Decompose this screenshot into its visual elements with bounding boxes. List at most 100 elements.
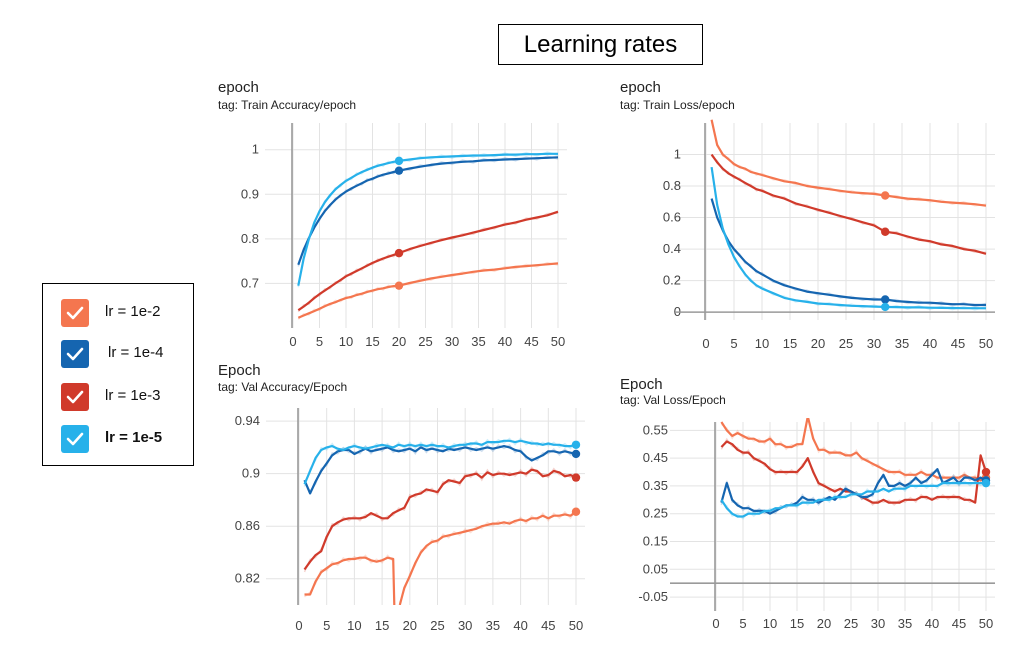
y-tick-label: 0.35: [643, 478, 668, 493]
series-raw-line: [710, 199, 987, 308]
series-marker: [571, 473, 581, 482]
x-tick-label: 5: [323, 618, 330, 633]
x-tick-label: 35: [898, 616, 912, 631]
series-line: [710, 119, 987, 207]
x-tick-label: 45: [952, 616, 966, 631]
y-tick-label: 0.25: [643, 506, 668, 521]
legend-label: lr = 1e-4: [108, 344, 164, 361]
legend: lr = 1e-2 lr = 1e-4 lr = 1e-3 lr = 1e-5: [42, 283, 194, 466]
series-marker: [394, 166, 404, 175]
chart-train-accuracy: epoch tag: Train Accuracy/epoch 0 5 10 15 20 25…: [210, 78, 600, 358]
x-tick-label: 40: [498, 334, 512, 349]
x-tick-label: 0: [295, 618, 302, 633]
y-tick-label: 0.05: [643, 561, 668, 576]
chart-title: Epoch: [218, 362, 261, 379]
chart-subtitle: tag: Val Loss/Epoch: [620, 393, 726, 407]
y-tick-label: 0.6: [663, 210, 681, 225]
x-tick-label: 45: [524, 334, 538, 349]
series-line: [710, 198, 986, 307]
chart-title: epoch: [218, 79, 259, 96]
x-tick-label: 30: [867, 336, 881, 351]
legend-item-lr-1e-3[interactable]: lr = 1e-3: [43, 380, 193, 414]
series-line: [297, 156, 559, 266]
chart-title: epoch: [620, 79, 661, 96]
x-tick-label: 45: [951, 336, 965, 351]
x-tick-label: 25: [418, 334, 432, 349]
y-tick-label: -0.05: [638, 589, 668, 604]
series-line: [303, 439, 577, 485]
x-tick-label: 50: [979, 336, 993, 351]
checkbox[interactable]: [61, 340, 89, 368]
x-tick-label: 10: [755, 336, 769, 351]
x-tick-label: 20: [817, 616, 831, 631]
y-tick-label: 0.82: [235, 571, 260, 586]
series-marker: [394, 156, 404, 166]
series-raw-line: [303, 443, 577, 493]
series-line: [303, 445, 577, 495]
chart-subtitle: tag: Train Loss/epoch: [620, 98, 735, 112]
series-marker: [881, 295, 890, 304]
y-tick-label: 0.15: [643, 534, 668, 549]
series-raw-line: [711, 155, 986, 253]
series-line: [303, 468, 577, 571]
y-tick-label: 0.2: [663, 273, 681, 288]
series-line: [304, 510, 577, 605]
series-marker: [881, 227, 890, 236]
series-raw-line: [720, 418, 987, 484]
x-tick-label: 0: [712, 616, 719, 631]
x-tick-label: 10: [339, 334, 353, 349]
legend-label: lr = 1e-3: [105, 387, 161, 404]
series-marker: [394, 248, 404, 258]
y-tick-label: 1: [252, 142, 259, 157]
series-line: [710, 166, 987, 310]
x-tick-label: 10: [763, 616, 777, 631]
x-tick-label: 35: [471, 334, 485, 349]
x-tick-label: 15: [783, 336, 797, 351]
checkbox[interactable]: [61, 299, 89, 327]
series-marker: [981, 467, 991, 477]
y-tick-label: 0.8: [663, 178, 681, 193]
x-tick-label: 40: [923, 336, 937, 351]
series-raw-line: [710, 168, 987, 311]
page-title: Learning rates: [498, 24, 703, 65]
series-marker: [394, 281, 404, 290]
series-raw-line: [297, 155, 559, 267]
x-tick-label: 5: [730, 336, 737, 351]
series-line: [297, 262, 559, 319]
x-tick-label: 0: [702, 336, 709, 351]
x-tick-label: 40: [925, 616, 939, 631]
x-tick-label: 15: [375, 618, 389, 633]
series-marker: [881, 302, 890, 312]
checkmark-icon: [66, 432, 84, 446]
chart-val-accuracy: Epoch tag: Val Accuracy/Epoch 0 5 10 15 20 25 30…: [210, 360, 600, 645]
x-tick-label: 5: [739, 616, 746, 631]
x-tick-label: 50: [569, 618, 583, 633]
chart-train-loss: epoch tag: Train Loss/epoch 0 5 10 15 20 25 30 35…: [612, 78, 1004, 358]
checkbox[interactable]: [61, 425, 89, 453]
y-tick-label: 0.8: [241, 231, 259, 246]
y-tick-label: 0.9: [242, 466, 260, 481]
x-tick-label: 20: [392, 334, 406, 349]
x-tick-label: 30: [871, 616, 885, 631]
y-tick-label: 0.94: [235, 413, 260, 428]
series-marker: [881, 191, 890, 200]
x-tick-label: 50: [551, 334, 565, 349]
chart-title: Epoch: [620, 376, 663, 393]
chart-val-loss: Epoch tag: Val Loss/Epoch 0 5 10 15 20 25 30 35 40…: [612, 373, 1004, 648]
series-line: [710, 153, 987, 255]
series-raw-line: [304, 508, 577, 603]
x-tick-label: 20: [811, 336, 825, 351]
y-tick-label: 0.55: [643, 422, 668, 437]
checkbox[interactable]: [61, 383, 89, 411]
x-tick-label: 30: [445, 334, 459, 349]
y-tick-label: 0.4: [663, 241, 681, 256]
y-tick-label: 0.9: [241, 186, 259, 201]
series-line: [720, 482, 986, 518]
legend-item-lr-1e-5[interactable]: lr = 1e-5: [43, 422, 193, 456]
checkmark-icon: [66, 347, 84, 361]
legend-item-lr-1e-4[interactable]: lr = 1e-4: [43, 337, 193, 371]
y-tick-label: 1: [674, 147, 681, 162]
legend-item-lr-1e-2[interactable]: lr = 1e-2: [43, 296, 193, 330]
